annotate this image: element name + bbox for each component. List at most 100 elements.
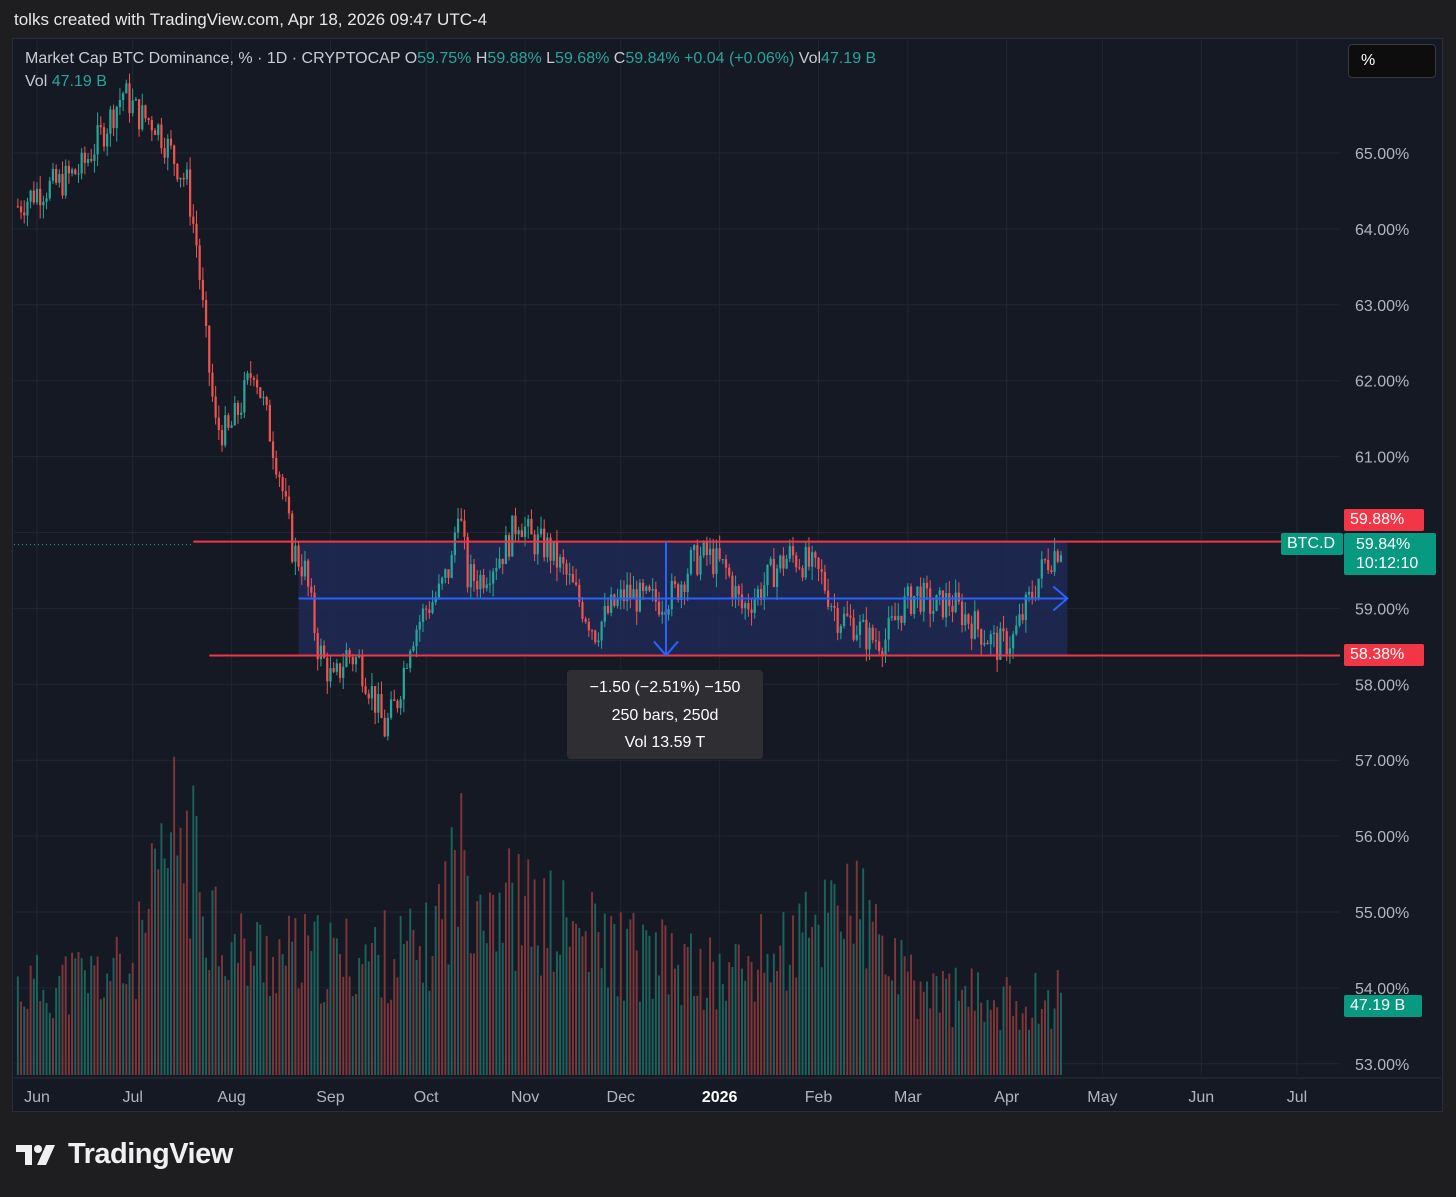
- volume-bar: [718, 953, 721, 1075]
- volume-bar: [272, 957, 275, 1075]
- volume-bar: [712, 961, 715, 1075]
- volume-bar: [849, 915, 852, 1075]
- candle-body: [275, 457, 278, 475]
- percent-scale-button[interactable]: %: [1348, 44, 1436, 78]
- volume-bar: [479, 894, 482, 1075]
- measure-arrows[interactable]: [298, 541, 1069, 657]
- volume-bar: [540, 975, 542, 1075]
- time-axis[interactable]: Jun Jul Aug Sep Oct Nov Dec 2026 Feb Mar Apr May Jun…: [14, 1077, 1441, 1106]
- volume-bar: [667, 994, 670, 1075]
- candle-body: [750, 609, 753, 613]
- volume-bar: [811, 926, 814, 1075]
- candle-body: [887, 617, 890, 640]
- candle-body: [680, 584, 683, 601]
- volume-bar: [693, 995, 696, 1075]
- candle-body: [386, 717, 390, 737]
- candle-body: [195, 223, 198, 246]
- volume-bar: [772, 953, 775, 1075]
- volume-bar: [444, 861, 447, 1075]
- volume-bar: [332, 937, 335, 1075]
- volume-bar: [779, 945, 782, 1075]
- volume-bar: [339, 954, 341, 1075]
- price-axis-label: 54.00%: [1355, 981, 1409, 998]
- price-axis-label: 65.00%: [1355, 146, 1409, 163]
- candle-body: [571, 574, 575, 583]
- candle-body: [613, 594, 616, 606]
- candle-body: [916, 586, 919, 596]
- volume-bar: [364, 944, 367, 1075]
- volume-bar: [380, 997, 383, 1075]
- volume-bar: [402, 944, 405, 1075]
- candle-body: [488, 583, 492, 585]
- volume-bar: [616, 996, 619, 1075]
- candle-body: [798, 567, 801, 569]
- candle-body: [466, 536, 469, 588]
- volume-bar: [134, 999, 137, 1075]
- volume-bar: [642, 924, 645, 1075]
- volume-bar: [760, 914, 763, 1075]
- tradingview-logo[interactable]: TradingView: [16, 1138, 233, 1171]
- candle-body: [182, 177, 185, 180]
- candle-body: [389, 699, 393, 718]
- candle-body: [772, 558, 775, 588]
- volume-bar: [884, 974, 887, 1075]
- candle-body: [383, 717, 386, 737]
- candle-body: [543, 528, 546, 558]
- candle-body: [913, 595, 916, 614]
- candle-body: [204, 300, 208, 327]
- candle-body: [192, 216, 195, 224]
- volume-bar: [941, 970, 944, 1075]
- candle-body: [93, 154, 96, 161]
- volume-bar: [90, 955, 93, 1075]
- volume-bar: [581, 936, 584, 1075]
- price-axis[interactable]: 65.00% 64.00% 63.00% 62.00% 61.00% 59.00% 58.0…: [1355, 146, 1409, 1074]
- candle-body: [214, 396, 217, 418]
- volume-bar: [852, 943, 855, 1075]
- candle-body: [284, 491, 287, 497]
- volume-bar: [817, 924, 820, 1075]
- candle-body: [268, 404, 271, 442]
- candle-body: [479, 574, 482, 590]
- volume-bar: [431, 956, 434, 1075]
- volume-bar: [221, 955, 223, 1075]
- candle-body: [19, 206, 23, 213]
- volume-bar: [658, 975, 660, 1075]
- volume-bar: [782, 912, 785, 1075]
- volume-bar: [227, 979, 230, 1075]
- volume-bar: [645, 930, 648, 1075]
- volume-bar: [243, 938, 246, 1075]
- volume-bars: [16, 756, 1062, 1075]
- candle-body: [890, 616, 894, 618]
- candle-body: [584, 618, 587, 622]
- volume-bar: [632, 912, 635, 1075]
- volume-bar: [87, 993, 89, 1075]
- volume-bar: [288, 915, 290, 1075]
- candle-body: [1059, 555, 1063, 562]
- candle-body: [817, 557, 820, 570]
- volume-bar: [961, 989, 964, 1075]
- volume-bar: [795, 977, 798, 1075]
- volume-bar: [878, 934, 881, 1075]
- candle-body: [281, 477, 284, 492]
- volume-bar: [99, 999, 102, 1075]
- volume-bar: [217, 966, 220, 1075]
- volume-bar: [922, 991, 925, 1075]
- volume-bar: [237, 962, 239, 1075]
- candle-body: [938, 590, 941, 595]
- volume-bar: [195, 816, 198, 1075]
- volume-bar: [938, 1012, 941, 1075]
- volume-bar: [409, 908, 412, 1075]
- volume-bar: [109, 981, 112, 1075]
- volume-bar: [661, 919, 664, 1075]
- volume-bar: [1040, 1009, 1043, 1075]
- measure-tooltip: −1.50 (−2.51%) −150 250 bars, 250d Vol 1…: [567, 670, 763, 759]
- volume-bar: [262, 982, 265, 1075]
- time-axis-label: Oct: [414, 1089, 439, 1106]
- volume-bar: [1053, 1008, 1056, 1075]
- candle-body: [23, 212, 26, 216]
- volume-bar: [501, 942, 504, 1075]
- candle-body: [980, 629, 983, 645]
- candle-body: [42, 201, 45, 206]
- candle-body: [236, 402, 240, 415]
